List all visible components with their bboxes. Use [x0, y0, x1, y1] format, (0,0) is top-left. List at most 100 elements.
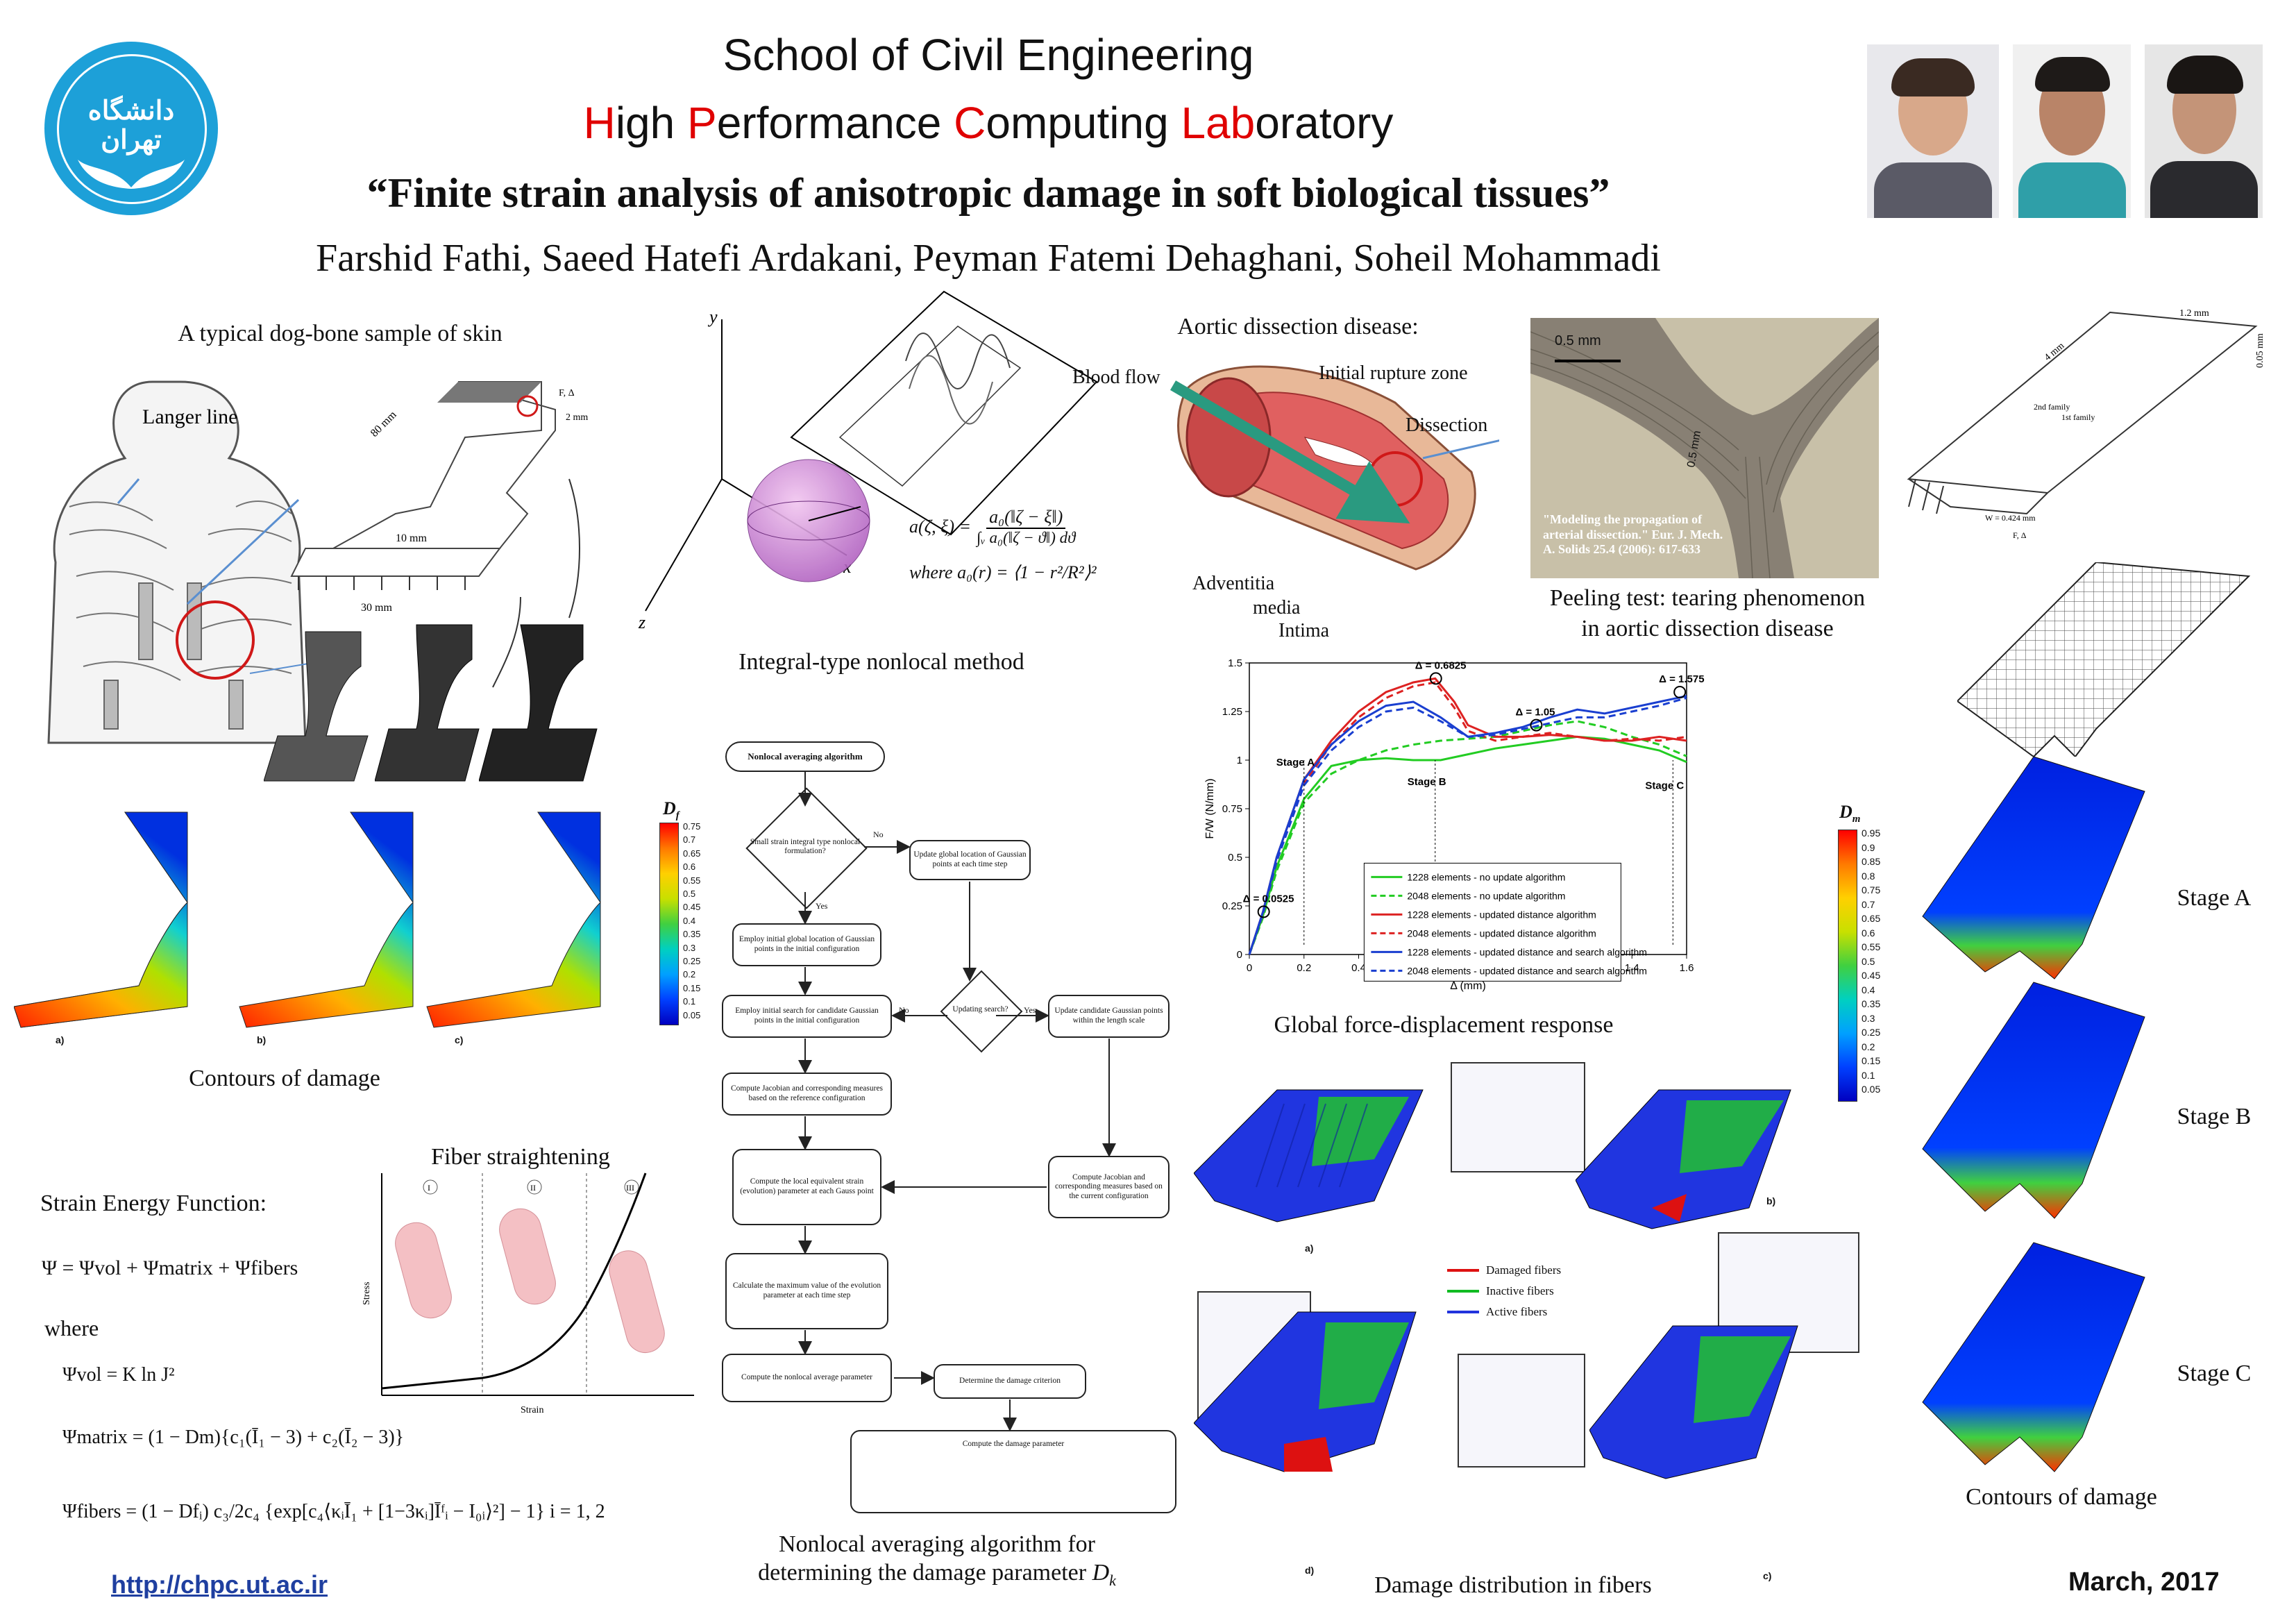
- y-tick-label: 0: [1237, 949, 1242, 961]
- colorbar-tick: 0.85: [1862, 856, 1881, 867]
- colorbar-tick: 0.9: [1862, 841, 1875, 853]
- annotation-marker: [1257, 905, 1270, 918]
- series-line-1: [1248, 720, 1687, 955]
- sef-label: Strain Energy Function:: [40, 1191, 267, 1216]
- fiber-label-b: b): [1766, 1195, 1776, 1206]
- micrograph-scale: 0.5 mm: [1555, 333, 1601, 348]
- svg-text:y: y: [707, 307, 718, 327]
- right-colorbar-ticks: 0.95 0.9 0.85 0.8 0.75 0.7 0.65 0.6 0.55 0.5 0.45 0…: [1862, 826, 1880, 1097]
- legend-box: [1363, 862, 1621, 982]
- colorbar-tick: 0.55: [1862, 941, 1881, 952]
- flow-box-avg: Compute the nonlocal average parameter: [722, 1354, 892, 1402]
- colorbar-tick: 0.7: [1862, 898, 1875, 910]
- x-axis-label: Δ (mm): [1450, 980, 1486, 992]
- svg-text:1.2 mm: 1.2 mm: [2179, 308, 2209, 319]
- colorbar-tick: 0.8: [1862, 870, 1875, 882]
- flow-box-damage: Compute the damage parameter: [850, 1430, 1176, 1513]
- colorbar-tick: 0.95: [1862, 827, 1881, 839]
- flow-decision-1-label: Small strain integral type nonlocal form…: [750, 837, 861, 855]
- annotation-marker: [1429, 672, 1442, 685]
- colorbar-tick: 0.7: [683, 834, 696, 846]
- y-tick-label: 1.5: [1228, 657, 1242, 669]
- colorbar-tick: 0.35: [683, 929, 701, 940]
- colorbar-tick: 0.45: [683, 902, 701, 913]
- svg-text:F, Δ: F, Δ: [2013, 530, 2027, 540]
- aortic-title: Aortic dissection disease:: [1177, 314, 1419, 339]
- author-photo-1: [1867, 44, 1999, 218]
- y-tick-label: 0.5: [1228, 852, 1242, 864]
- mesh-sample-3: [478, 618, 618, 784]
- flow-decision-2-label: Updating search?: [952, 1005, 1008, 1014]
- fiber-legend-item: Active fibers: [1447, 1305, 1561, 1319]
- skin-panel-label-a: a): [56, 1034, 65, 1045]
- author-photo-3: [2145, 44, 2263, 218]
- colorbar-tick: 0.15: [683, 982, 701, 993]
- logo-text: دانشگاه تهران: [87, 96, 175, 155]
- colorbar-tick: 0.1: [683, 996, 696, 1007]
- colorbar-tick: 0.45: [1862, 970, 1881, 981]
- skin-panel-label-c: c): [455, 1034, 464, 1045]
- stage-b-contour: [1922, 982, 2145, 1219]
- x-tick-label: 1.6: [1680, 962, 1694, 974]
- colorbar-tick: 0.55: [683, 875, 701, 886]
- footer-url[interactable]: http://chpc.ut.ac.ir: [111, 1570, 328, 1599]
- y-tick-label: 0.25: [1222, 900, 1242, 912]
- sef-eq2: Ψvol = K ln J²: [62, 1364, 175, 1386]
- y-tick-label: 1: [1237, 755, 1242, 766]
- legend-label: Inactive fibers: [1486, 1284, 1554, 1297]
- lab-title-initial-2: C: [954, 98, 986, 148]
- svg-text:10 mm: 10 mm: [396, 532, 427, 544]
- svg-text:Strain: Strain: [521, 1405, 543, 1415]
- aortic-label-adventitia: Adventitia: [1192, 573, 1275, 594]
- nonlocal-caption: Integral-type nonlocal method: [738, 649, 1024, 675]
- skin-panel-label-b: b): [257, 1034, 267, 1045]
- mesh-sample-1: [263, 625, 396, 784]
- lab-title-initial-3: Lab: [1181, 98, 1256, 148]
- sef-eq3: Ψmatrix = (1 − Dm){c₁(Ī₁ − 3) + c₂(Ī₂ − …: [62, 1427, 405, 1448]
- flow-box-jacobian2: Compute Jacobian and corresponding measu…: [1048, 1156, 1170, 1218]
- lab-title-initial-1: P: [687, 98, 717, 148]
- logo-inner-ring: [57, 54, 207, 204]
- fiber-legend: Damaged fibers Inactive fibers Active fibe…: [1447, 1263, 1561, 1326]
- poster-title: “Finite strain analysis of anisotropic d…: [366, 170, 1610, 216]
- fiber-label-c: c): [1763, 1570, 1772, 1581]
- aortic-label-media: media: [1253, 597, 1301, 619]
- flow-caption: Nonlocal averaging algorithm for determi…: [758, 1531, 1116, 1589]
- svg-text:II: II: [530, 1183, 536, 1193]
- x-tick-label: 1.4: [1625, 962, 1639, 974]
- stage-b-label: Stage B: [2177, 1104, 2252, 1129]
- nonlocal-figure: x y z: [638, 290, 1098, 632]
- annotation-label: Stage B: [1408, 776, 1446, 788]
- skin-contours: [13, 798, 639, 1048]
- x-tick-label: 0.2: [1297, 962, 1311, 974]
- svg-text:III: III: [626, 1183, 634, 1193]
- fiber-zoom-b: [1451, 1062, 1585, 1172]
- fiber-panel-a: [1194, 1089, 1424, 1222]
- colorbar-tick: 0.05: [1862, 1084, 1881, 1095]
- sef-eq1: Ψ = Ψvol + Ψmatrix + Ψfibers: [42, 1256, 298, 1279]
- peeling-caption: Peeling test: tearing phenomenon in aort…: [1549, 585, 1866, 641]
- lab-title-initial-0: H: [583, 98, 616, 148]
- micrograph-citation: "Modeling the propagation of arterial di…: [1543, 512, 1723, 557]
- lab-title-word-1: erformance: [716, 98, 954, 148]
- skin-colorbar-title: Df: [663, 798, 679, 822]
- aortic-label-intima: Intima: [1278, 620, 1330, 641]
- annotation-label: Δ = 0.0525: [1243, 893, 1294, 905]
- nonlocal-formula: a(ζ, ξ) = a₀(‖ζ − ξ‖) ∫ᵥ a₀(‖ζ − ϑ‖) dϑ …: [909, 507, 1097, 582]
- flow-box-local: Compute the local equivalent strain (evo…: [732, 1149, 881, 1225]
- svg-text:F, Δ: F, Δ: [559, 388, 575, 398]
- lab-title: High Performance Computing Laboratory: [0, 97, 2136, 149]
- lab-title-word-0: igh: [615, 98, 687, 148]
- fiber-stress-strain: I II III Stress Strain: [362, 1172, 694, 1415]
- skin-colorbar: [659, 823, 679, 1025]
- stage-c-label: Stage C: [2177, 1361, 2252, 1386]
- flow-yes-1: Yes: [816, 901, 828, 911]
- svg-text:z: z: [638, 612, 645, 632]
- legend-label: Active fibers: [1486, 1305, 1548, 1318]
- flow-box-candidate: Update candidate Gaussian points within …: [1048, 995, 1170, 1038]
- author-photo-2: [2013, 44, 2131, 218]
- colorbar-tick: 0.2: [683, 969, 696, 980]
- legend-label: 1228 elements - updated distance algorit…: [1407, 909, 1596, 920]
- sef-where: where: [44, 1315, 99, 1340]
- force-caption: Global force-displacement response: [1274, 1012, 1614, 1038]
